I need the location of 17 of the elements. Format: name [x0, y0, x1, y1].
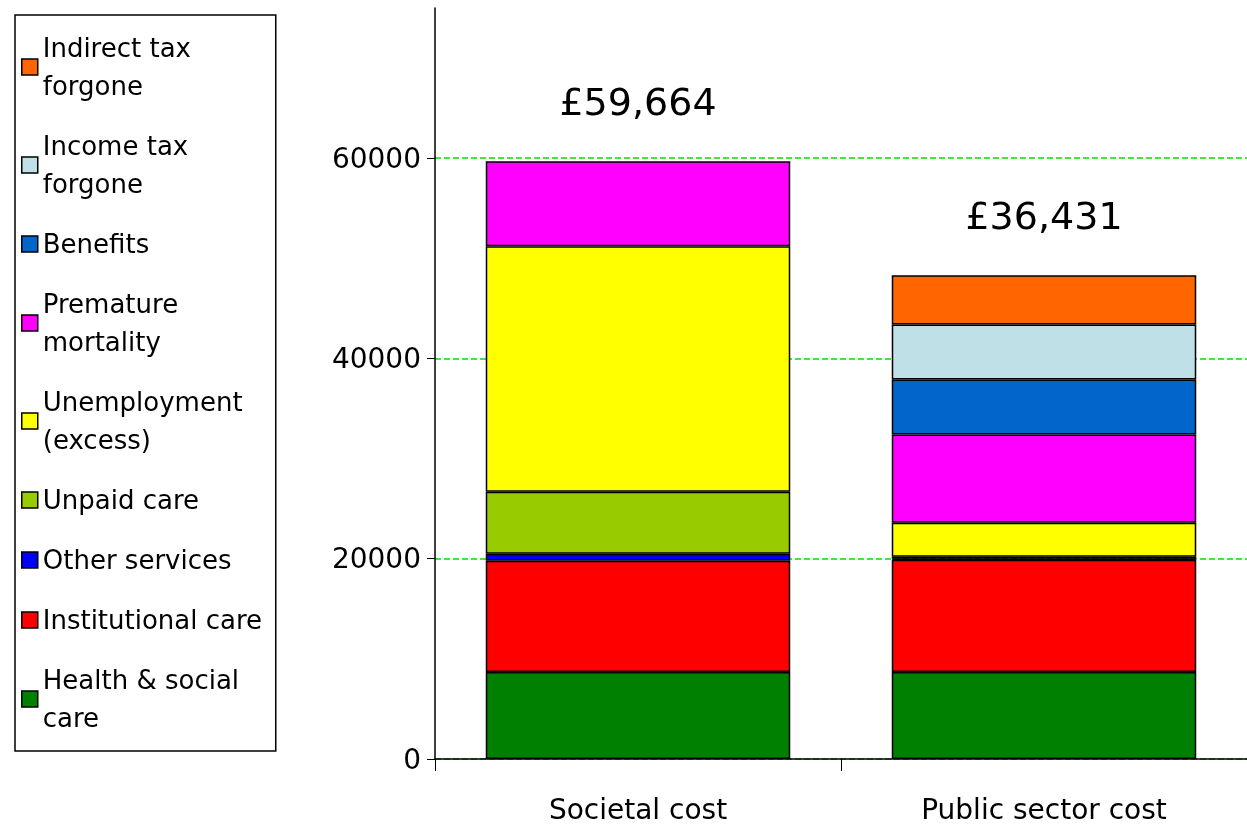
legend-label: Health & social care [42, 665, 248, 733]
y-tick-label: 20000 [331, 542, 421, 576]
y-tick-label: 0 [403, 742, 421, 776]
legend-label: Benefits [42, 229, 150, 259]
legend-label: Institutional care [42, 605, 263, 635]
y-tick-label: 40000 [331, 341, 421, 375]
legend-label: Indirect tax forgone [42, 33, 200, 101]
annotation: £36,431 [965, 194, 1123, 239]
legend-label: Other services [42, 545, 232, 575]
annotation: £59,664 [559, 80, 717, 125]
legend-label: Unemployment (excess) [42, 387, 251, 455]
y-tick-label: 60000 [331, 141, 421, 175]
legend-label: Unpaid care [42, 485, 200, 515]
x-tick-label: Societal cost [548, 792, 728, 826]
legend-label: Income tax forgone [42, 131, 197, 199]
x-tick-label: Public sector cost [921, 792, 1167, 826]
legend-label: Premature mortality [42, 289, 187, 357]
